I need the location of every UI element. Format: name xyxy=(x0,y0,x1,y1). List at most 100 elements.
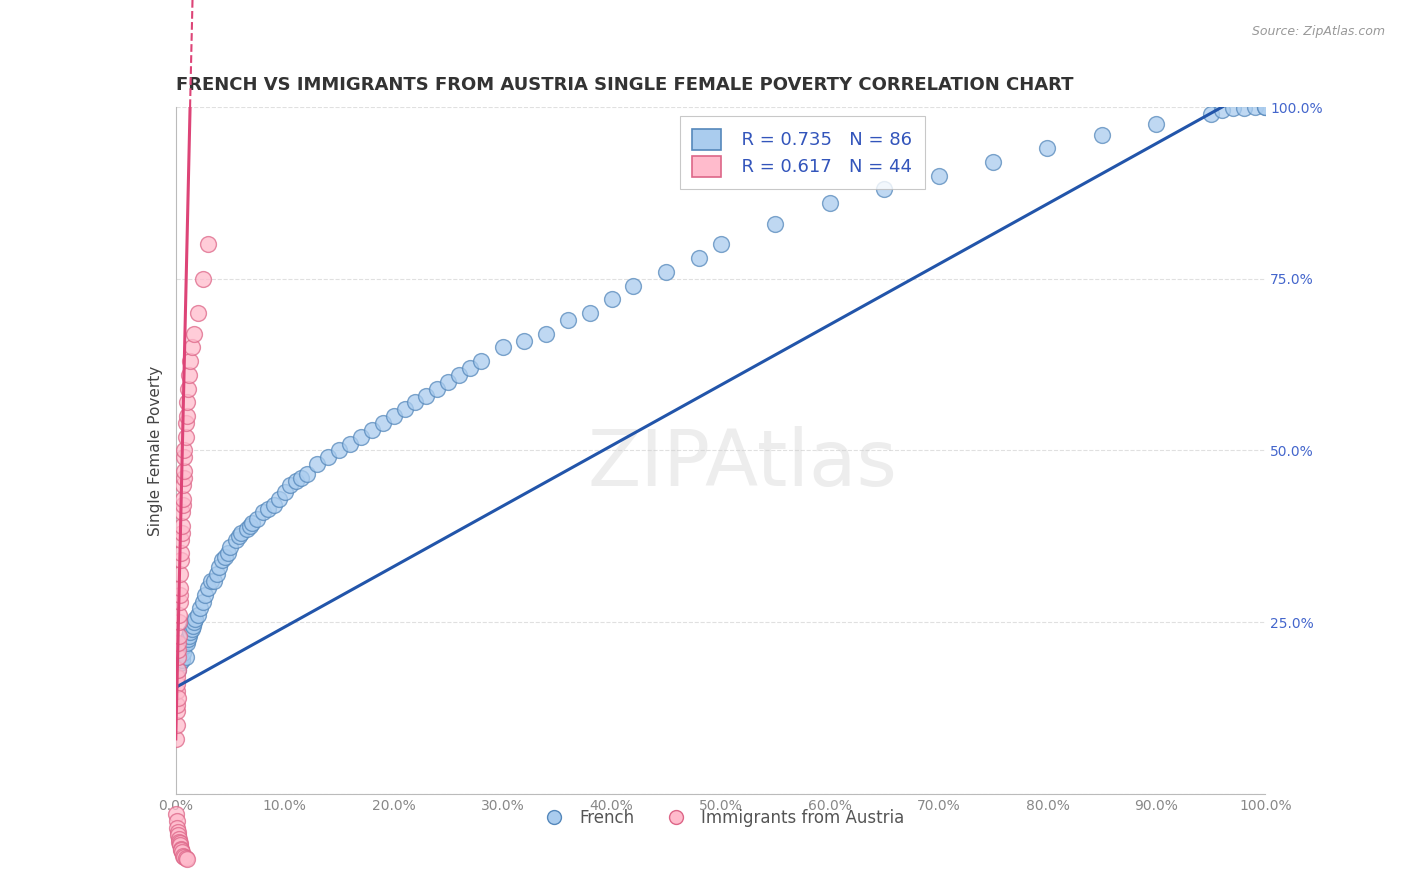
Point xyxy=(179,625,201,640)
Point xyxy=(177,368,200,382)
Point xyxy=(214,549,236,564)
Point xyxy=(169,581,191,595)
Point xyxy=(167,608,190,623)
Point xyxy=(167,831,190,846)
Point xyxy=(174,416,197,430)
Point xyxy=(186,608,209,623)
Legend: French, Immigrants from Austria: French, Immigrants from Austria xyxy=(530,802,911,834)
Point xyxy=(166,683,188,698)
Point xyxy=(1243,100,1265,114)
Point xyxy=(176,409,198,423)
Point xyxy=(174,649,197,664)
Point xyxy=(318,450,340,465)
Point xyxy=(188,601,211,615)
Point xyxy=(240,516,263,530)
Point xyxy=(176,852,198,866)
Point xyxy=(981,155,1004,169)
Point xyxy=(492,340,515,354)
Point xyxy=(1091,128,1114,142)
Point xyxy=(458,361,481,376)
Point xyxy=(257,501,280,516)
Point xyxy=(219,540,242,554)
Point xyxy=(200,574,222,588)
Point xyxy=(173,443,195,458)
Point xyxy=(191,271,214,285)
Point xyxy=(174,851,197,865)
Point xyxy=(447,368,470,382)
Point xyxy=(177,382,200,396)
Point xyxy=(1036,141,1059,155)
Point xyxy=(184,612,207,626)
Point xyxy=(394,402,416,417)
Point xyxy=(534,326,557,341)
Point xyxy=(167,824,190,838)
Point xyxy=(170,842,193,856)
Point xyxy=(166,705,188,719)
Point xyxy=(172,478,194,492)
Point xyxy=(181,622,204,636)
Point xyxy=(170,525,193,540)
Text: Source: ZipAtlas.com: Source: ZipAtlas.com xyxy=(1251,25,1385,38)
Point xyxy=(1232,101,1256,115)
Point xyxy=(174,430,197,444)
Point xyxy=(169,838,191,853)
Point xyxy=(252,505,274,519)
Point xyxy=(181,340,204,354)
Point xyxy=(173,639,195,653)
Point xyxy=(172,845,194,859)
Point xyxy=(170,533,193,547)
Point xyxy=(228,529,250,543)
Point xyxy=(176,636,198,650)
Point xyxy=(166,821,188,835)
Point xyxy=(183,326,205,341)
Point xyxy=(382,409,405,423)
Point xyxy=(360,423,382,437)
Point xyxy=(177,629,200,643)
Point xyxy=(1144,117,1167,131)
Point xyxy=(170,546,193,561)
Point xyxy=(290,471,312,485)
Point xyxy=(169,836,191,850)
Text: ZIPAtlas: ZIPAtlas xyxy=(588,426,897,502)
Point xyxy=(181,618,204,632)
Point xyxy=(1254,100,1277,114)
Point xyxy=(169,588,191,602)
Point xyxy=(197,581,219,595)
Point xyxy=(688,251,710,265)
Point xyxy=(239,519,262,533)
Point xyxy=(166,670,188,684)
Point xyxy=(415,388,437,402)
Point xyxy=(173,850,195,864)
Point xyxy=(186,306,209,320)
Point xyxy=(172,499,194,513)
Point xyxy=(166,718,188,732)
Point xyxy=(269,491,291,506)
Point xyxy=(1254,100,1277,114)
Point xyxy=(166,814,188,829)
Point xyxy=(167,636,190,650)
Point xyxy=(165,731,187,746)
Point xyxy=(165,807,187,822)
Point xyxy=(405,395,427,409)
Point xyxy=(1222,102,1244,116)
Point xyxy=(513,334,536,348)
Point xyxy=(167,835,190,849)
Point xyxy=(655,265,678,279)
Point xyxy=(194,588,217,602)
Point xyxy=(295,467,318,482)
Point xyxy=(231,525,253,540)
Point xyxy=(1211,103,1233,118)
Point xyxy=(170,642,193,657)
Point xyxy=(873,182,896,196)
Point xyxy=(167,649,190,664)
Point xyxy=(166,677,188,691)
Point xyxy=(172,646,194,660)
Y-axis label: Single Female Poverty: Single Female Poverty xyxy=(148,366,163,535)
Point xyxy=(183,615,205,630)
Point xyxy=(172,491,194,506)
Point xyxy=(169,553,191,567)
Point xyxy=(579,306,602,320)
Point xyxy=(426,382,449,396)
Text: FRENCH VS IMMIGRANTS FROM AUSTRIA SINGLE FEMALE POVERTY CORRELATION CHART: FRENCH VS IMMIGRANTS FROM AUSTRIA SINGLE… xyxy=(176,77,1073,95)
Point xyxy=(818,196,841,211)
